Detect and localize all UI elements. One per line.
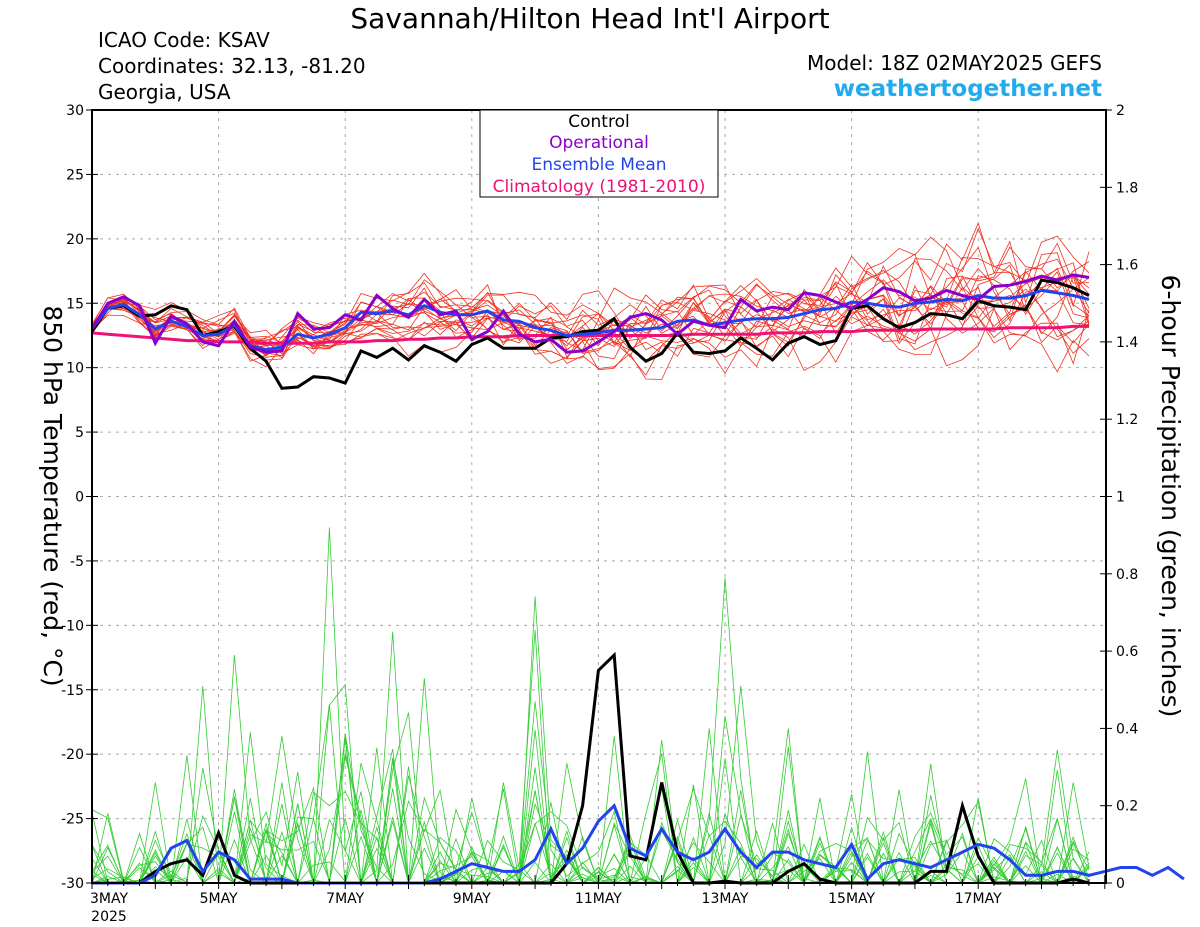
- x-tick-label: 9MAY: [453, 891, 491, 907]
- precip-member-line: [91, 678, 1090, 885]
- y-right-tick-label: 1: [1116, 490, 1125, 506]
- climatology-line: [91, 324, 1089, 345]
- y-left-tick-label: -5: [70, 554, 84, 570]
- precip-member-line: [92, 683, 1089, 885]
- y-right-tick-label: 0.8: [1116, 567, 1138, 583]
- y-left-tick-label: 20: [66, 232, 84, 248]
- y-right-tick-label: 2: [1116, 103, 1125, 119]
- control-precip-line: [92, 651, 1090, 885]
- legend: Control Operational Ensemble Mean Climat…: [479, 109, 719, 198]
- mean-precip-line: [92, 803, 1185, 885]
- x-tick-label: 15MAY: [828, 891, 875, 907]
- operational-temp-line: [90, 273, 1090, 354]
- x-tick-label: 3MAY: [90, 891, 128, 907]
- y-right-tick-label: 0: [1116, 876, 1125, 892]
- y-left-tick-label: -10: [61, 618, 84, 634]
- temp-member-line: [91, 236, 1090, 346]
- y-left-tick-label: 10: [66, 361, 84, 377]
- mean-temp-line: [90, 288, 1090, 352]
- temp-member-line: [91, 274, 1090, 360]
- y-right-tick-label: 1.4: [1116, 335, 1138, 351]
- y-left-tick-label: -30: [61, 876, 84, 892]
- y-left-tick-label: -25: [61, 812, 84, 828]
- temp-member-line: [91, 271, 1090, 375]
- control-temp-line: [90, 278, 1090, 390]
- axes: 302520151050-5-10-15-20-25-3021.81.61.41…: [61, 103, 1138, 925]
- temp-member-line: [91, 277, 1090, 348]
- precip-member-line: [91, 631, 1089, 884]
- precip-member-line: [91, 629, 1090, 885]
- x-tick-label: 5MAY: [200, 891, 238, 907]
- y-left-tick-label: 15: [66, 296, 84, 312]
- y-left-tick-label: 0: [75, 490, 84, 506]
- website-link[interactable]: weathertogether.net: [833, 76, 1102, 102]
- x-tick-label: 13MAY: [702, 891, 749, 907]
- legend-operational: Operational: [549, 133, 649, 153]
- precip-member-line: [92, 654, 1090, 884]
- precip-member-line: [91, 733, 1090, 885]
- x-tick-label: 17MAY: [955, 891, 1002, 907]
- x-tick-label: 11MAY: [575, 891, 622, 907]
- legend-ensemble-mean: Ensemble Mean: [531, 155, 666, 175]
- y-left-tick-label: 30: [66, 103, 84, 119]
- temp-member-line: [91, 270, 1090, 352]
- y-axis-right-label: 6-hour Precipitation (green, inches): [1156, 275, 1185, 718]
- icao-code: ICAO Code: KSAV: [98, 28, 270, 52]
- x-tick-label: 7MAY: [326, 891, 364, 907]
- y-left-tick-label: 5: [75, 425, 84, 441]
- location: Georgia, USA: [98, 80, 231, 104]
- x-year-label: 2025: [91, 909, 127, 925]
- y-left-tick-label: -15: [61, 683, 84, 699]
- y-right-tick-label: 0.6: [1116, 644, 1138, 660]
- legend-box: [479, 109, 719, 198]
- model-run: Model: 18Z 02MAY2025 GEFS: [807, 51, 1102, 75]
- y-right-tick-label: 1.2: [1116, 412, 1138, 428]
- y-right-tick-label: 0.4: [1116, 721, 1138, 737]
- precip-member-line: [92, 701, 1090, 884]
- chart-title: Savannah/Hilton Head Int'l Airport: [350, 2, 830, 35]
- legend-climatology: Climatology (1981-2010): [493, 177, 706, 197]
- coordinates: Coordinates: 32.13, -81.20: [98, 54, 366, 78]
- y-left-tick-label: 25: [66, 167, 84, 183]
- y-right-tick-label: 1.8: [1116, 180, 1138, 196]
- y-axis-left-label: 850 hPa Temperature (red, °C): [38, 305, 67, 686]
- y-right-tick-label: 0.2: [1116, 799, 1138, 815]
- y-right-tick-label: 1.6: [1116, 258, 1138, 274]
- y-left-tick-label: -20: [61, 747, 84, 763]
- precip-member-line: [92, 763, 1090, 884]
- precip-ensemble-members: [91, 527, 1090, 885]
- legend-control: Control: [568, 112, 629, 132]
